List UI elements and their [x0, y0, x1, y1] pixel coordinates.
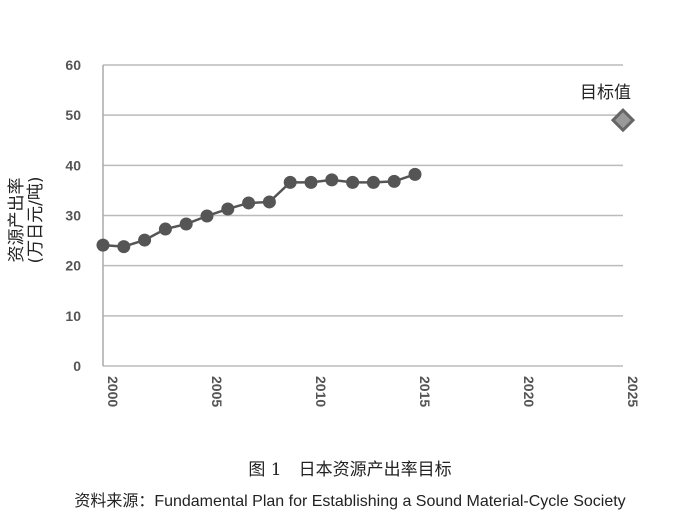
y-tick-label: 40	[65, 157, 81, 173]
data-point	[366, 175, 380, 189]
y-tick-label: 0	[73, 358, 81, 374]
data-point	[325, 173, 339, 187]
y-tick-label: 30	[65, 208, 81, 224]
data-point	[283, 175, 297, 189]
data-point	[200, 209, 214, 223]
x-tick-label: 2025	[625, 376, 641, 407]
y-axis-label: 资源产出率	[7, 178, 27, 263]
data-point	[242, 196, 256, 210]
y-tick-label: 10	[65, 308, 81, 324]
x-tick-label: 2020	[521, 376, 537, 407]
data-point	[221, 202, 235, 216]
series-line	[102, 173, 416, 248]
figure-caption: 图 1 日本资源产出率目标	[248, 460, 452, 480]
x-tick-label: 2015	[417, 376, 433, 407]
data-point	[158, 222, 172, 236]
data-point	[262, 195, 276, 209]
data-point	[346, 175, 360, 189]
data-point	[179, 217, 193, 231]
x-tick-label: 2000	[105, 376, 121, 407]
data-point	[387, 174, 401, 188]
y-tick-label: 60	[65, 57, 81, 73]
x-tick-label: 2010	[313, 376, 329, 407]
data-point	[138, 233, 152, 247]
y-tick-label: 20	[65, 258, 81, 274]
data-point	[408, 167, 422, 181]
x-tick-label: 2005	[209, 376, 225, 407]
target-label: 目标值	[580, 83, 631, 103]
data-point	[96, 238, 110, 252]
source-note: 资料来源：Fundamental Plan for Establishing a…	[74, 493, 626, 510]
data-point	[117, 240, 131, 254]
target-marker	[610, 108, 636, 133]
chart: 0 10 20 30 40 50 60 2000 2005 2010 2015 2020 2025 资源产…	[7, 57, 641, 407]
y-axis-label: (万日元/吨)	[26, 177, 46, 264]
y-tick-label: 50	[65, 107, 81, 123]
data-point	[304, 175, 318, 189]
